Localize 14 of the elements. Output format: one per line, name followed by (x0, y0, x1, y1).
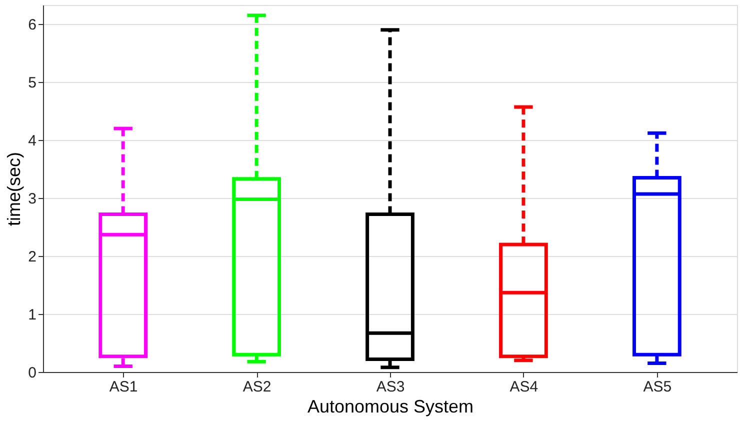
y-tick-label: 4 (28, 132, 36, 150)
x-tick-label: AS3 (376, 378, 405, 396)
y-tick-label: 5 (28, 74, 36, 92)
x-tick-label: AS1 (109, 378, 138, 396)
y-tick-label: 0 (28, 364, 36, 382)
y-tick-label: 3 (28, 190, 36, 208)
y-axis-title: time(sec) (4, 152, 24, 226)
x-tick-label: AS5 (643, 378, 672, 396)
y-tick-label: 1 (28, 306, 36, 324)
y-tick-label: 2 (28, 248, 36, 266)
x-tick-label: AS4 (510, 378, 538, 396)
x-axis-title: Autonomous System (307, 396, 474, 416)
y-tick-label: 6 (28, 16, 36, 34)
x-tick-label: AS2 (242, 378, 272, 396)
